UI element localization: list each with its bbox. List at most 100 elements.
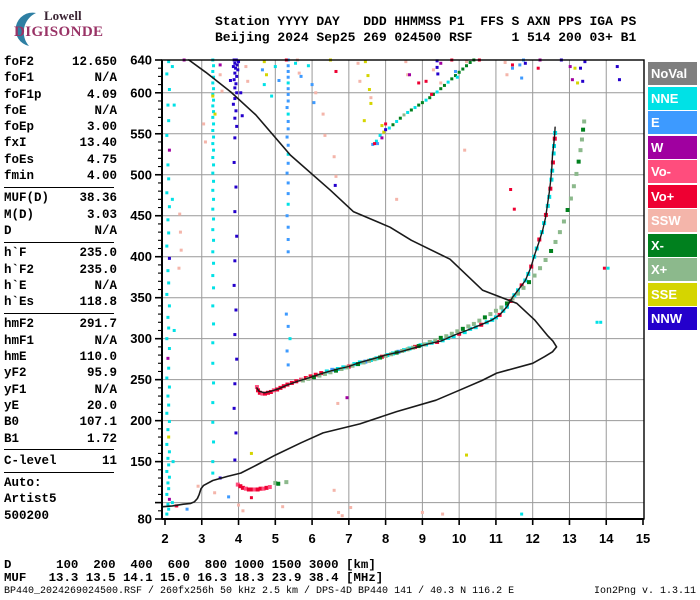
footer: BP440_2024269024500.RSF / 260fx256h 50 k… — [4, 586, 696, 597]
x-tick-label: 2 — [161, 531, 168, 546]
param-row-ye: yE 20.0 — [4, 398, 117, 414]
param-value: 235.0 — [79, 262, 117, 277]
param-row-foe: foE N/A — [4, 103, 117, 119]
legend-item-e: E — [648, 111, 697, 134]
param-label: D — [4, 223, 12, 238]
x-tick-label: 14 — [599, 531, 614, 546]
param-value: N/A — [94, 71, 117, 86]
true-height-profile — [162, 59, 558, 508]
y-tick-label: 400 — [130, 249, 152, 264]
param-value: N/A — [94, 333, 117, 348]
header-column-titles: Station YYYY DAY DDD HHMMSS P1 FFS S AXN… — [215, 14, 637, 29]
y-tick-label: 550 — [130, 126, 152, 141]
param-row-md: M(D) 3.03 — [4, 207, 117, 223]
f-trace-x — [300, 119, 587, 383]
param-value: N/A — [94, 103, 117, 118]
y-tick-label: 640 — [130, 53, 152, 68]
param-label: yF1 — [4, 382, 27, 397]
param-value: 118.8 — [79, 295, 117, 310]
param-label: hmE — [4, 350, 27, 365]
param-label: yE — [4, 398, 20, 413]
second-hop-trace — [371, 58, 476, 146]
x-tick-label: 6 — [308, 531, 315, 546]
param-row-fof1: foF1 N/A — [4, 70, 117, 86]
y-axis: 640 600 550 500 450 400 350 300 250 200 150 80 — [130, 53, 162, 527]
param-label: foEp — [4, 120, 35, 135]
param-row-500200: 500200 — [4, 508, 117, 524]
param-value: 20.0 — [86, 398, 117, 413]
param-label: B1 — [4, 431, 20, 446]
param-value: N/A — [94, 223, 117, 238]
param-label: yF2 — [4, 366, 27, 381]
param-row-hmf2: hmF2 291.7 — [4, 316, 117, 332]
legend-item-vo+: Vo+ — [648, 184, 697, 208]
param-row-artist5: Artist5 — [4, 491, 117, 507]
x-tick-label: 7 — [345, 531, 352, 546]
lowell-crescent-icon — [15, 12, 36, 46]
param-row-yf2: yF2 95.9 — [4, 365, 117, 381]
legend-item-noval: NoVal — [648, 62, 697, 85]
param-value: 1.72 — [86, 431, 117, 446]
o-trace-fit — [256, 126, 556, 394]
plot-frame — [161, 59, 645, 520]
y-tick-label: 350 — [130, 290, 152, 305]
y-tick-label: 450 — [130, 208, 152, 223]
header-station-values: Beijing 2024 Sep25 269 024500 RSF 1 514 … — [215, 30, 637, 45]
y-tick-label: 300 — [130, 331, 152, 346]
param-value: 13.40 — [79, 136, 117, 151]
param-label: C-level — [4, 453, 57, 468]
y-tick-label: 80 — [138, 512, 152, 527]
param-label: foE — [4, 103, 27, 118]
param-separator — [4, 449, 114, 451]
legend-item-x-: X- — [648, 233, 697, 257]
param-value: 11 — [101, 453, 117, 468]
param-label: foF1p — [4, 87, 42, 102]
param-value: 95.9 — [86, 366, 117, 381]
param-row-foep: foEp 3.00 — [4, 119, 117, 135]
param-value: 4.00 — [86, 169, 117, 184]
x-axis: 2 3 4 5 6 7 8 9 10 11 12 13 14 15 — [161, 519, 650, 546]
param-row-hes: h`Es 118.8 — [4, 294, 117, 310]
param-row-fof1p: foF1p 4.09 — [4, 87, 117, 103]
y-tick-label: 250 — [130, 372, 152, 387]
param-value: 12.650 — [71, 55, 117, 69]
param-label: Auto: — [4, 476, 42, 491]
footer-file-info: BP440_2024269024500.RSF / 260fx256h 50 k… — [4, 586, 515, 597]
param-label: hmF1 — [4, 333, 35, 348]
param-label: h`F — [4, 246, 27, 261]
param-label: hmF2 — [4, 317, 35, 332]
legend-item-x+: X+ — [648, 258, 697, 281]
echo-points — [165, 58, 621, 518]
legend-item-ssw: SSW — [648, 209, 697, 232]
es-trace — [235, 480, 289, 492]
param-separator — [4, 471, 114, 473]
param-value: 110.0 — [79, 350, 117, 365]
param-row-fof2: foF2 12.650 — [4, 54, 117, 70]
param-value: 4.09 — [86, 87, 117, 102]
logo-digisonde-text: DIGISONDE — [14, 24, 104, 40]
param-label: h`E — [4, 278, 27, 293]
legend-item-sse: SSE — [648, 282, 697, 306]
profile-lines — [162, 59, 558, 508]
param-row-he: h`E N/A — [4, 278, 117, 294]
f-trace-o — [254, 130, 558, 396]
digisonde-logo: Lowell DIGISONDE — [6, 6, 126, 50]
param-value: N/A — [94, 278, 117, 293]
y-tick-label: 600 — [130, 85, 152, 100]
param-row-fmin: fmin 4.00 — [4, 168, 117, 184]
param-label: foEs — [4, 152, 35, 167]
x-tick-label: 4 — [235, 531, 243, 546]
param-label: MUF(D) — [4, 191, 50, 206]
param-label: fmin — [4, 169, 35, 184]
x-tick-label: 5 — [272, 531, 279, 546]
param-label: B0 — [4, 415, 20, 430]
y-tick-label: 150 — [130, 454, 152, 469]
muf-frequency-row: MUF 13.3 13.5 14.1 15.0 16.3 18.3 23.9 3… — [4, 571, 384, 585]
param-label: h`Es — [4, 295, 35, 310]
x-tick-label: 9 — [419, 531, 426, 546]
param-label: foF2 — [4, 55, 35, 69]
param-row-clevel: C-level 11 — [4, 453, 117, 469]
param-row-mufd: MUF(D) 38.36 — [4, 190, 117, 206]
